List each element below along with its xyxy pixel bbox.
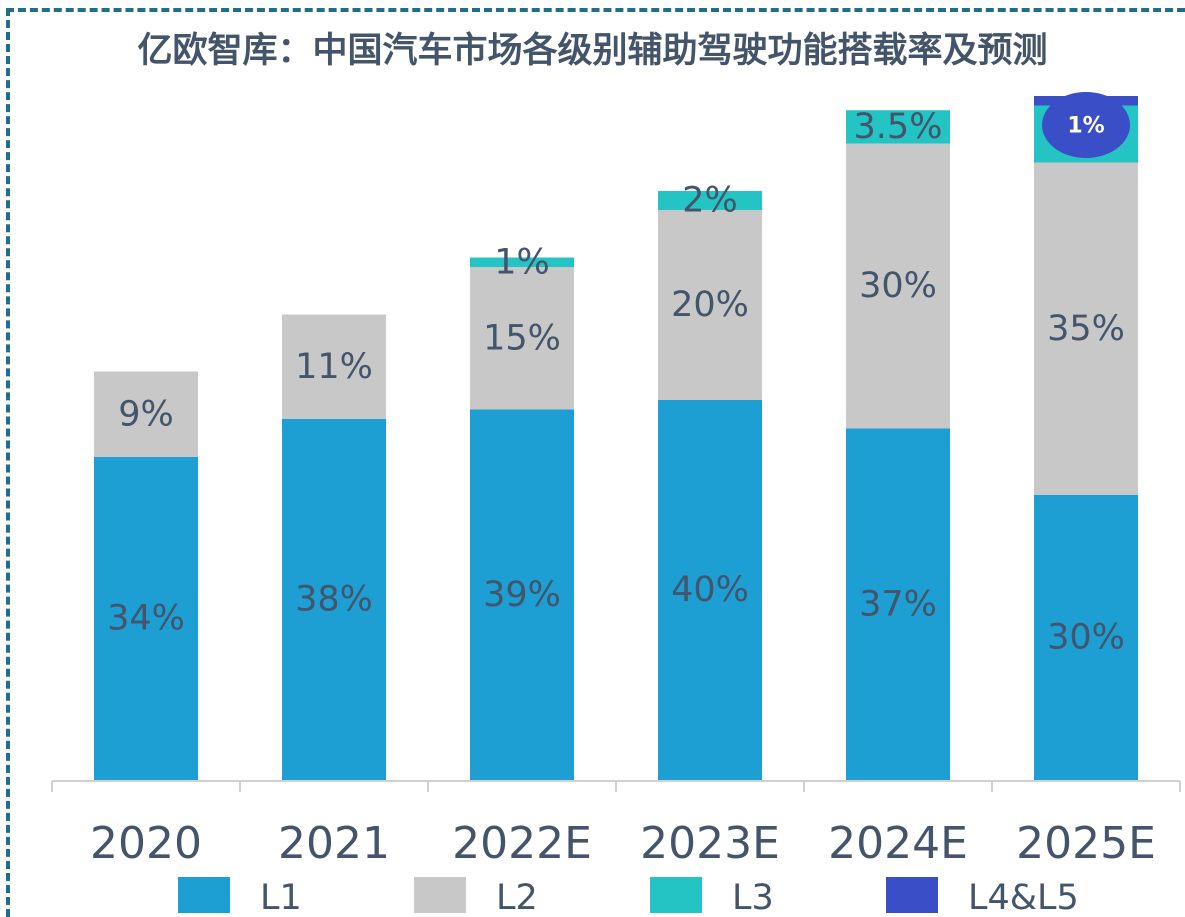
data-label-l2-2021: 11% bbox=[295, 347, 373, 387]
callout-bubble bbox=[1042, 92, 1130, 158]
x-tick-label-2023e: 2023E bbox=[640, 818, 780, 869]
callout-label: 1% bbox=[1067, 114, 1104, 139]
legend-swatch-l1 bbox=[178, 877, 230, 913]
data-label-l3-2023e: 2% bbox=[682, 181, 738, 221]
x-tick-label-2024e: 2024E bbox=[828, 818, 968, 869]
bar-l2-2020 bbox=[94, 371, 198, 457]
data-label-l1-2022e: 39% bbox=[483, 575, 561, 615]
bar-l3-2023e bbox=[658, 191, 762, 210]
legend-label-l2: L2 bbox=[496, 878, 538, 917]
dashed-frame-top bbox=[6, 8, 1185, 12]
bar-l1-2020 bbox=[94, 457, 198, 780]
data-label-l2-2024e: 30% bbox=[859, 266, 937, 306]
bar-l2-2023e bbox=[658, 210, 762, 400]
bar-l2-2022e bbox=[470, 267, 574, 410]
bar-l1-2023e bbox=[658, 400, 762, 780]
data-label-l1-2025e: 30% bbox=[1047, 618, 1125, 658]
data-label-l1-2023e: 40% bbox=[671, 570, 749, 610]
chart-title: 亿欧智库：中国汽车市场各级别辅助驾驶功能搭载率及预测 bbox=[137, 31, 1048, 71]
data-label-l2-2022e: 15% bbox=[483, 318, 561, 358]
dashed-frame-left bbox=[6, 8, 10, 917]
x-tick-label-2021: 2021 bbox=[278, 818, 390, 869]
x-tick-label-2025e: 2025E bbox=[1016, 818, 1156, 869]
data-label-l2-2020: 9% bbox=[118, 394, 174, 434]
legend-swatch-l4l5 bbox=[886, 877, 938, 913]
data-label-l1-2021: 38% bbox=[295, 580, 373, 620]
data-label-l1-2020: 34% bbox=[107, 599, 185, 639]
bar-l1-2021 bbox=[282, 419, 386, 780]
legend-swatch-l2 bbox=[414, 877, 466, 913]
data-label-l3-2022e: 1% bbox=[494, 242, 550, 282]
legend-swatch-l3 bbox=[650, 877, 702, 913]
data-label-l2-2025e: 35% bbox=[1047, 309, 1125, 349]
legend-label-l4l5: L4&L5 bbox=[968, 878, 1079, 917]
data-label-l2-2023e: 20% bbox=[671, 285, 749, 325]
bar-l3-2022e bbox=[470, 257, 574, 267]
x-tick-label-2020: 2020 bbox=[90, 818, 202, 869]
bar-l2-2025e bbox=[1034, 162, 1138, 495]
bar-l2-2021 bbox=[282, 314, 386, 419]
bar-l3-2024e bbox=[846, 110, 950, 144]
bar-l1-2025e bbox=[1034, 495, 1138, 780]
x-tick-label-2022e: 2022E bbox=[452, 818, 592, 869]
data-label-l3-2024e: 3.5% bbox=[854, 107, 943, 147]
bar-l1-2024e bbox=[846, 428, 950, 780]
legend-label-l3: L3 bbox=[732, 878, 774, 917]
bar-l1-2022e bbox=[470, 409, 574, 780]
legend-label-l1: L1 bbox=[260, 878, 302, 917]
data-label-l1-2024e: 37% bbox=[859, 584, 937, 624]
bar-l2-2024e bbox=[846, 143, 950, 429]
